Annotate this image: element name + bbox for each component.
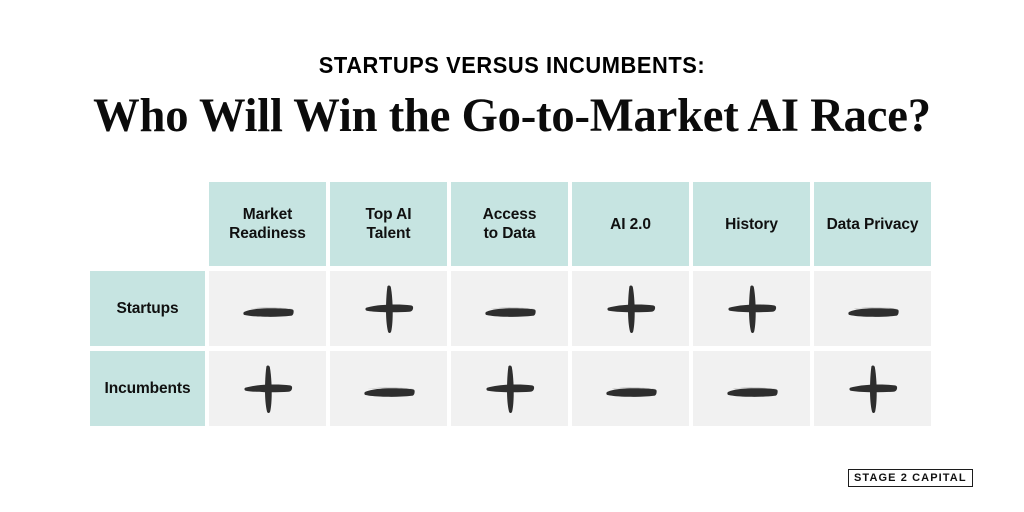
stage-2-capital-logo: STAGE 2 CAPITAL: [848, 469, 973, 487]
minus-icon: [726, 387, 778, 397]
column-header-line1: History: [725, 215, 778, 233]
eyebrow-title: STARTUPS VERSUS INCUMBENTS:: [318, 52, 706, 78]
column-header-access-to-data: Access to Data: [451, 182, 568, 266]
cell-startups-access-to-data: [451, 271, 568, 346]
column-header-line2: to Data: [483, 225, 536, 242]
cell-startups-market-readiness: [209, 271, 326, 346]
minus-icon: [484, 307, 536, 317]
column-header-line2: Talent: [366, 225, 411, 242]
minus-icon: [363, 387, 415, 397]
cell-incumbents-ai-2-0: [572, 351, 689, 426]
minus-icon: [847, 307, 899, 317]
plus-icon: [606, 284, 655, 333]
row-label-startups: Startups: [90, 271, 205, 346]
plus-icon: [485, 364, 534, 413]
cell-incumbents-data-privacy: [814, 351, 931, 426]
cell-incumbents-access-to-data: [451, 351, 568, 426]
cell-incumbents-market-readiness: [209, 351, 326, 426]
minus-icon: [605, 387, 657, 397]
column-header-market-readiness: Market Readiness: [209, 182, 326, 266]
column-header-line1: Access: [482, 206, 537, 223]
column-header-line1: Data Privacy: [826, 215, 919, 233]
plus-icon: [243, 364, 292, 413]
cell-startups-data-privacy: [814, 271, 931, 346]
page-title: Who Will Win the Go-to-Market AI Race?: [93, 89, 931, 142]
matrix-corner-cell: [90, 182, 205, 266]
row-label-incumbents: Incumbents: [90, 351, 205, 426]
column-header-history: History: [693, 182, 810, 266]
minus-icon: [242, 307, 294, 317]
cell-startups-top-ai-talent: [330, 271, 447, 346]
plus-icon: [848, 364, 897, 413]
column-header-line1: Market: [242, 206, 293, 223]
cell-incumbents-top-ai-talent: [330, 351, 447, 426]
column-header-line2: Readiness: [229, 225, 306, 242]
column-header-line1: Top AI: [365, 206, 412, 223]
cell-startups-ai-2-0: [572, 271, 689, 346]
column-header-data-privacy: Data Privacy: [814, 182, 931, 266]
plus-icon: [364, 284, 413, 333]
comparison-matrix: Market Readiness Top AI Talent Access to…: [90, 182, 931, 426]
cell-incumbents-history: [693, 351, 810, 426]
column-header-top-ai-talent: Top AI Talent: [330, 182, 447, 266]
plus-icon: [727, 284, 776, 333]
column-header-line1: AI 2.0: [610, 215, 651, 233]
cell-startups-history: [693, 271, 810, 346]
column-header-ai-2-0: AI 2.0: [572, 182, 689, 266]
